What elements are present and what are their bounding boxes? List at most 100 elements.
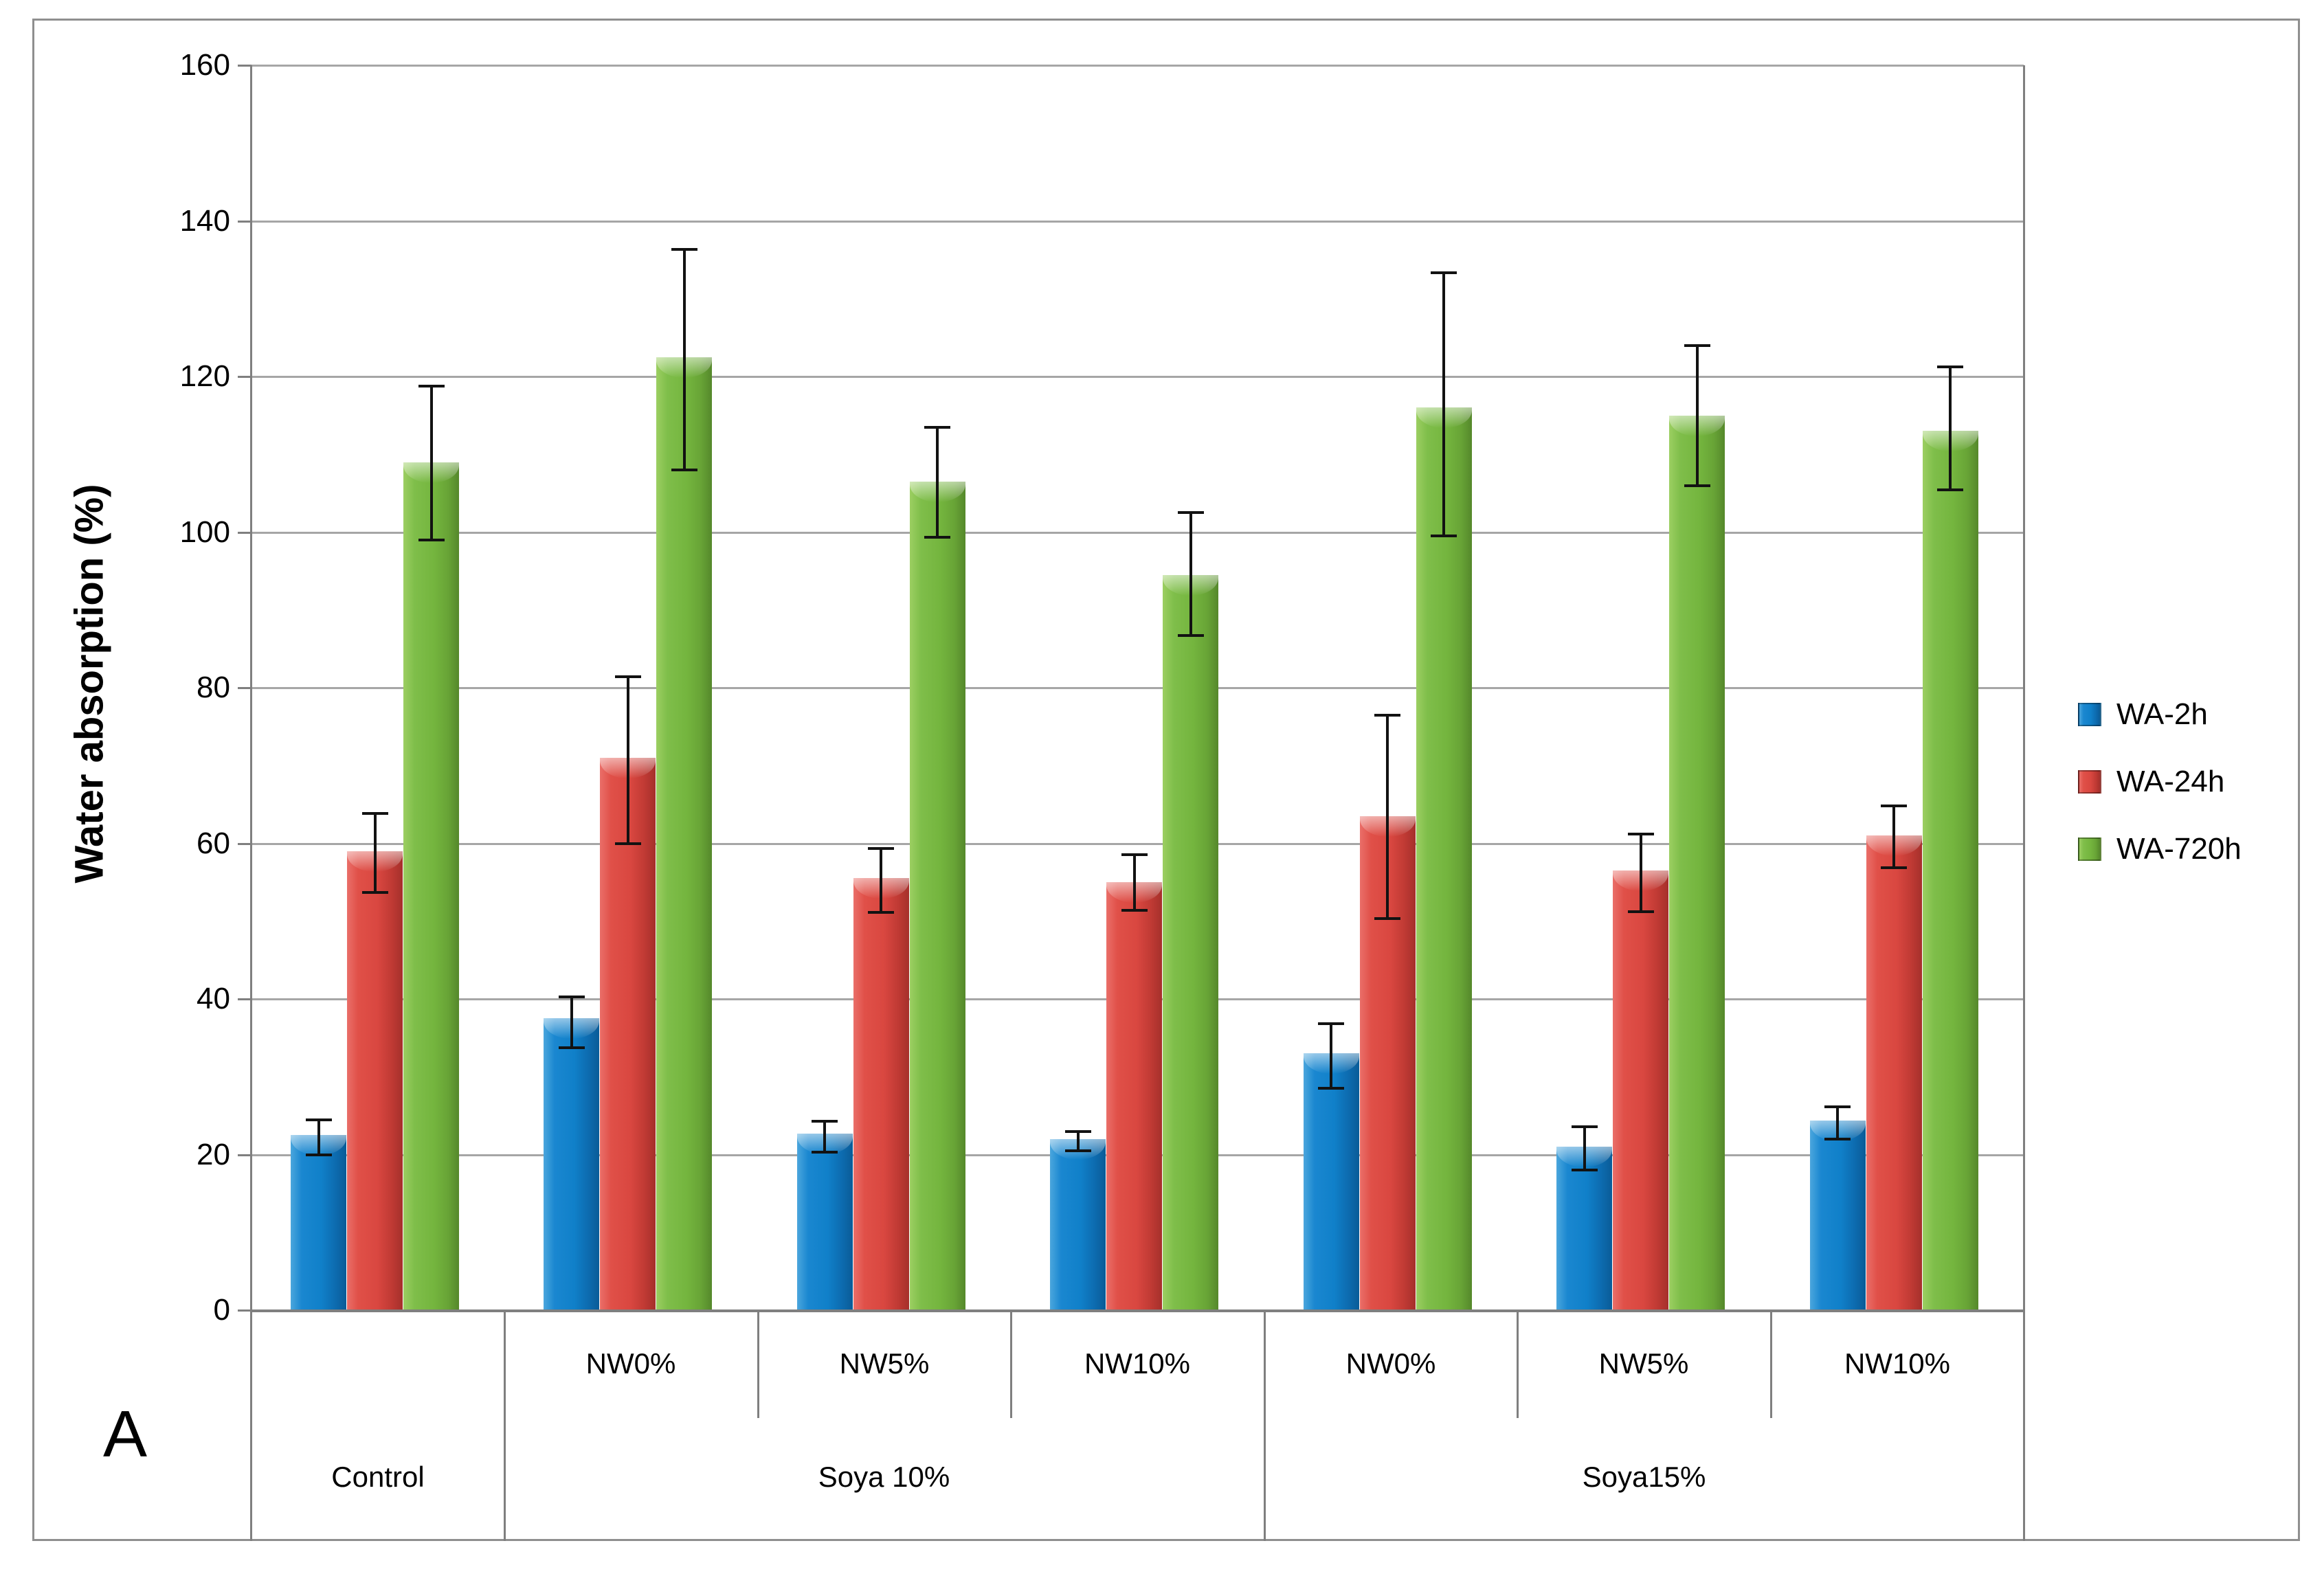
plot-right-border [2023, 65, 2025, 1541]
bar-WA-720h-group5 [1416, 407, 1472, 1310]
error-bar-WA-2h-group3 [823, 1121, 826, 1152]
bar-WA-24h-group2 [600, 758, 656, 1310]
bar-WA-2h-group1 [291, 1135, 346, 1310]
error-bar-WA-24h-group7 [1892, 806, 1895, 867]
gridline-140 [252, 221, 2024, 223]
error-cap-bottom-WA-720h-group3 [924, 536, 950, 539]
error-cap-bottom-WA-24h-group2 [615, 842, 641, 845]
bar-WA-720h-group7 [1923, 431, 1978, 1310]
error-cap-top-WA-720h-group5 [1431, 271, 1457, 274]
bar-WA-2h-group5 [1304, 1053, 1359, 1310]
error-cap-bottom-WA-2h-group5 [1318, 1087, 1344, 1090]
y-tick-140 [238, 221, 252, 223]
bar-WA-2h-group3 [797, 1134, 853, 1310]
error-bar-WA-720h-group6 [1696, 346, 1699, 486]
y-tick-label-120: 120 [179, 359, 230, 393]
error-bar-WA-24h-group3 [880, 848, 882, 912]
legend-item-wa-2h: WA-2h [2078, 697, 2242, 731]
y-axis-line [250, 65, 252, 1541]
error-cap-top-WA-24h-group1 [362, 812, 388, 815]
bar-WA-720h-group2 [656, 357, 712, 1310]
category-label-nw5pct-2: NW5% [839, 1347, 930, 1380]
bar-WA-720h-group1 [403, 462, 459, 1310]
error-bar-WA-24h-group4 [1133, 855, 1136, 910]
error-cap-top-WA-2h-group2 [559, 996, 585, 998]
category-label-nw5pct-5: NW5% [1598, 1347, 1689, 1380]
bar-WA-24h-group4 [1106, 882, 1162, 1310]
error-bar-WA-720h-group1 [430, 386, 433, 540]
panel-letter: A [103, 1397, 148, 1471]
bar-WA-720h-group6 [1669, 416, 1725, 1310]
error-cap-bottom-WA-720h-group1 [418, 539, 445, 541]
error-cap-bottom-WA-720h-group4 [1178, 634, 1204, 637]
bar-WA-24h-group6 [1613, 870, 1668, 1310]
error-bar-WA-720h-group3 [936, 427, 939, 538]
y-tick-0 [238, 1309, 252, 1312]
error-cap-top-WA-2h-group4 [1065, 1130, 1091, 1133]
error-bar-WA-720h-group2 [683, 249, 686, 469]
error-bar-WA-2h-group5 [1330, 1024, 1332, 1088]
error-cap-top-WA-2h-group5 [1318, 1022, 1344, 1025]
bar-WA-2h-group2 [544, 1018, 599, 1310]
error-cap-top-WA-24h-group5 [1374, 714, 1400, 717]
error-cap-top-WA-24h-group2 [615, 675, 641, 678]
y-tick-label-60: 60 [197, 827, 230, 860]
error-cap-bottom-WA-2h-group7 [1824, 1138, 1851, 1140]
error-bar-WA-24h-group2 [627, 677, 629, 843]
error-bar-WA-2h-group6 [1583, 1127, 1586, 1170]
y-tick-20 [238, 1154, 252, 1156]
bar-WA-24h-group3 [853, 878, 909, 1310]
y-tick-80 [238, 687, 252, 689]
category-separator-4 [1264, 1310, 1266, 1541]
error-cap-top-WA-2h-group3 [812, 1120, 838, 1123]
error-bar-WA-720h-group7 [1949, 367, 1952, 490]
error-cap-bottom-WA-2h-group6 [1572, 1169, 1598, 1171]
error-cap-top-WA-24h-group6 [1628, 833, 1654, 835]
y-tick-60 [238, 843, 252, 845]
bar-WA-24h-group1 [347, 851, 403, 1310]
y-tick-label-80: 80 [197, 671, 230, 704]
category-separator-6 [1770, 1310, 1772, 1418]
legend-label-wa-2h: WA-2h [2116, 697, 2208, 731]
error-cap-top-WA-720h-group4 [1178, 511, 1204, 514]
legend-swatch-wa-2h [2078, 703, 2101, 726]
category-label-nw10pct-6: NW10% [1844, 1347, 1951, 1380]
y-tick-160 [238, 65, 252, 67]
category-separator-2 [757, 1310, 759, 1418]
gridline-60 [252, 843, 2024, 845]
bar-WA-24h-group7 [1866, 835, 1922, 1310]
error-cap-top-WA-24h-group3 [868, 847, 894, 850]
error-cap-top-WA-2h-group7 [1824, 1105, 1851, 1108]
error-cap-top-WA-720h-group1 [418, 385, 445, 387]
error-cap-top-WA-2h-group1 [306, 1118, 332, 1121]
bar-WA-720h-group4 [1163, 575, 1218, 1310]
error-cap-bottom-WA-720h-group6 [1684, 484, 1710, 487]
error-cap-top-WA-720h-group2 [671, 248, 697, 251]
error-cap-top-WA-24h-group7 [1881, 805, 1907, 807]
error-cap-bottom-WA-24h-group4 [1121, 909, 1148, 912]
error-bar-WA-24h-group6 [1640, 834, 1642, 912]
legend-item-wa-24h: WA-24h [2078, 765, 2242, 798]
chart-legend: WA-2h WA-24h WA-720h [2078, 697, 2242, 903]
error-bar-WA-2h-group1 [317, 1120, 320, 1155]
legend-label-wa-24h: WA-24h [2116, 765, 2225, 798]
legend-item-wa-720h: WA-720h [2078, 832, 2242, 866]
error-bar-WA-2h-group7 [1836, 1107, 1839, 1138]
y-tick-100 [238, 532, 252, 534]
group-label-soya15: Soya15% [1582, 1461, 1706, 1493]
error-cap-bottom-WA-2h-group3 [812, 1151, 838, 1154]
error-cap-top-WA-720h-group7 [1937, 366, 1963, 368]
bar-WA-720h-group3 [910, 482, 965, 1310]
x-axis-line [252, 1309, 2024, 1312]
error-cap-bottom-WA-24h-group3 [868, 911, 894, 914]
error-cap-bottom-WA-24h-group1 [362, 891, 388, 894]
error-cap-bottom-WA-2h-group4 [1065, 1149, 1091, 1152]
error-cap-bottom-WA-720h-group5 [1431, 535, 1457, 537]
error-cap-top-WA-720h-group3 [924, 426, 950, 429]
y-tick-label-0: 0 [213, 1293, 230, 1327]
error-bar-WA-720h-group4 [1189, 513, 1192, 636]
group-label-control: Control [331, 1461, 425, 1493]
legend-swatch-wa-720h [2078, 837, 2101, 861]
bar-WA-2h-group7 [1810, 1121, 1866, 1310]
gridline-80 [252, 687, 2024, 689]
